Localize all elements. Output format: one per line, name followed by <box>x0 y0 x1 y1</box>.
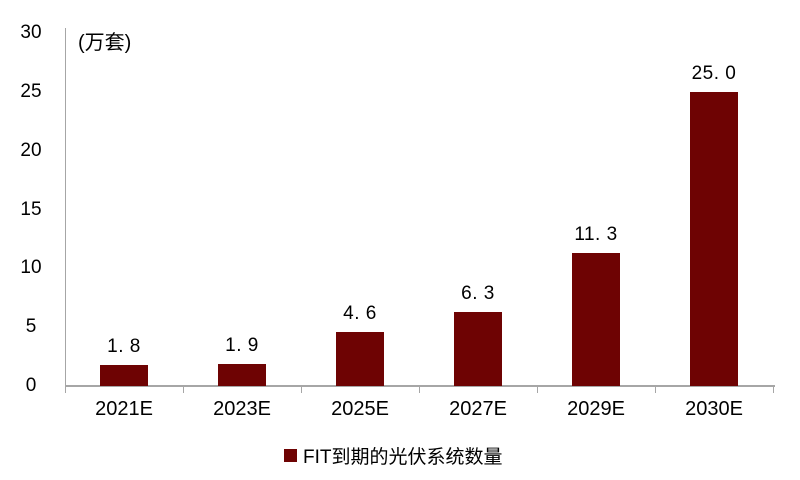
x-axis-tick-mark <box>655 387 656 393</box>
bar-value-label: 4. 6 <box>343 303 377 324</box>
y-axis-tick-label: 10 <box>20 257 42 279</box>
bar <box>336 332 384 386</box>
bar <box>690 92 738 386</box>
legend-swatch <box>284 449 297 462</box>
x-axis-tick-mark <box>419 387 420 393</box>
x-axis-category-label: 2027E <box>449 398 507 420</box>
x-axis-tick-mark <box>65 387 66 393</box>
y-axis-tick-label: 25 <box>20 80 42 102</box>
y-axis-tick-label: 30 <box>20 22 42 43</box>
x-axis-category-label: 2025E <box>331 398 389 420</box>
x-axis-category-label: 2029E <box>567 398 625 420</box>
bar-value-label: 1. 9 <box>225 335 259 356</box>
y-axis-tick-label: 0 <box>25 375 37 396</box>
x-axis-category-label: 2021E <box>95 398 153 420</box>
y-axis-tick-label: 5 <box>25 316 37 338</box>
y-axis-line <box>65 28 66 386</box>
bar-value-label: 11. 3 <box>574 224 618 245</box>
x-axis-tick-mark <box>773 387 774 393</box>
bar <box>454 312 502 386</box>
bar <box>100 365 148 386</box>
bar <box>572 253 620 386</box>
bar-value-label: 25. 0 <box>691 63 737 84</box>
bar-value-label: 6. 3 <box>461 283 495 304</box>
x-axis-category-label: 2023E <box>213 398 271 420</box>
y-axis-tick-label: 20 <box>20 139 42 161</box>
legend: FIT到期的光伏系统数量 <box>284 442 503 469</box>
y-axis-tick-label: 15 <box>20 198 42 220</box>
bar-value-label: 1. 8 <box>107 336 141 357</box>
y-axis-unit-label: (万套) <box>78 32 132 54</box>
x-axis-line <box>65 385 775 387</box>
x-axis-tick-mark <box>183 387 184 393</box>
x-axis-tick-mark <box>537 387 538 393</box>
bar <box>218 364 266 386</box>
x-axis-tick-mark <box>301 387 302 393</box>
legend-label: FIT到期的光伏系统数量 <box>303 447 503 468</box>
x-axis-category-label: 2030E <box>685 398 743 420</box>
